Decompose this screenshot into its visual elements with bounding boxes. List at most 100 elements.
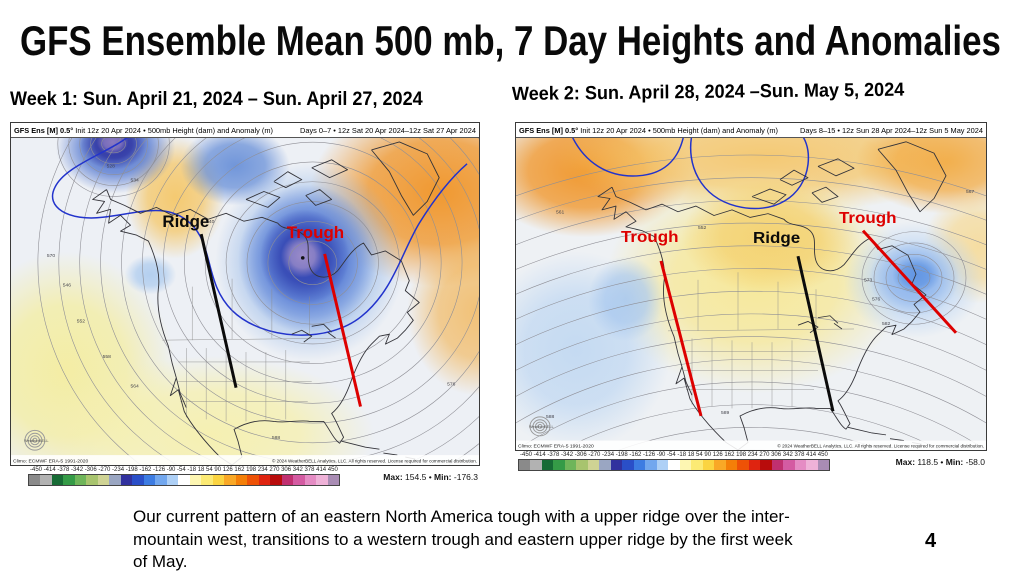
colorbar-cell <box>258 475 271 485</box>
attribution-strip <box>11 455 479 465</box>
colorbar-tick: -18 <box>677 452 687 458</box>
colorbar-tick: 234 <box>747 452 758 458</box>
height-contour <box>516 245 986 295</box>
maxmin-week1: Max: 154.5 • Min: -176.3 <box>383 472 478 482</box>
colorbar-tick: 126 <box>222 467 233 473</box>
height-contour <box>79 138 479 465</box>
colorbar-tick: -414 <box>43 467 56 473</box>
colorbar-tick: -126 <box>153 467 166 473</box>
ridge-label: Ridge <box>162 212 209 231</box>
colorbar-cell <box>576 460 588 470</box>
colorbar-cell <box>29 475 41 485</box>
anomaly-blob <box>124 254 177 295</box>
colorbar-tick: -162 <box>139 467 152 473</box>
colorbar-cell <box>212 475 225 485</box>
min-center-dot <box>300 256 305 260</box>
colorbar-cell <box>760 460 772 470</box>
height-contour <box>516 336 986 397</box>
colorbar-cell <box>553 460 565 470</box>
anomaly-blob <box>681 180 861 294</box>
anomaly-blob <box>45 356 375 465</box>
page-number: 4 <box>925 530 937 552</box>
colorbar-cell <box>702 460 715 470</box>
contour-label: 528 <box>107 164 116 170</box>
ridge-line <box>796 255 835 412</box>
colorbar-tick: 162 <box>724 452 735 458</box>
map-panel-week2: GFS Ens [M] 0.5° Init 12z 20 Apr 2024 • … <box>515 122 987 451</box>
contour-label: 589 <box>721 410 730 416</box>
map-header-right: Days 8–15 • 12z Sun 28 Apr 2024–12z Sun … <box>800 125 983 135</box>
colorbar-cell <box>270 475 282 485</box>
colorbar-tick: 378 <box>794 452 805 458</box>
colorbar-tick: -162 <box>629 452 642 458</box>
colorbar-cell <box>235 475 248 485</box>
slide-title: GFS Ensemble Mean 500 mb, 7 Day Heights … <box>20 17 1001 64</box>
colorbar-tick: -342 <box>561 452 574 458</box>
colorbar-cell <box>817 460 830 470</box>
contour-label: 588 <box>272 435 281 441</box>
colorbar-tick: -342 <box>71 467 84 473</box>
trough-line <box>861 229 958 334</box>
colorbar-cell <box>143 475 156 485</box>
colorbar-cell <box>86 475 98 485</box>
contour-label: 570 <box>47 253 56 259</box>
colorbar-tick: -378 <box>547 452 560 458</box>
colorbar-cell <box>155 475 167 485</box>
caption-line: Our current pattern of an eastern North … <box>133 507 790 526</box>
colorbar-tick: -90 <box>656 452 666 458</box>
colorbar-cell <box>645 460 657 470</box>
contour-label: 552 <box>698 225 707 231</box>
height-contour <box>204 161 421 365</box>
height-contour <box>68 138 159 186</box>
colorbar-cell <box>564 460 577 470</box>
contour-label: 558 <box>103 354 112 360</box>
height-contour <box>873 242 955 314</box>
anomaly-blob <box>407 227 479 396</box>
attribution-strip <box>516 440 986 450</box>
week1-label: Week 1: Sun. April 21, 2024 – Sun. April… <box>10 89 423 110</box>
height-contour <box>516 154 986 197</box>
height-contour <box>897 265 931 291</box>
height-contour <box>37 138 142 465</box>
contour-label: 540 <box>206 219 215 225</box>
height-contour <box>101 138 126 154</box>
colorbar-cell <box>530 460 542 470</box>
height-contour <box>516 313 986 371</box>
weather-map-week2: 552 561 573 576 582 589 588 567 Climo: ECMWF ERA… <box>516 138 986 450</box>
colorbar-tick: -198 <box>615 452 628 458</box>
height-contour <box>90 138 137 165</box>
colorbar-tick: -234 <box>602 452 615 458</box>
map-header-left: GFS Ens [M] 0.5° Init 12z 20 Apr 2024 • … <box>14 125 273 135</box>
colorbar-tick: -450 <box>520 452 533 458</box>
colorbar-cell <box>725 460 738 470</box>
colorbar-tick: -234 <box>112 467 125 473</box>
colorbar-cell <box>748 460 761 470</box>
state-borders <box>162 278 348 422</box>
colorbar-cell <box>74 475 87 485</box>
colorbar-cell <box>189 475 202 485</box>
colorbar-tick: 18 <box>687 452 695 458</box>
colorbar-tick: 342 <box>292 467 303 473</box>
height-contour <box>288 240 337 285</box>
colorbar-tick: 342 <box>782 452 793 458</box>
weather-map-week1: 528 534 540 546 552 558 564 570 588 576 Climo: ECM… <box>11 138 479 465</box>
height-contour <box>561 404 941 450</box>
height-contour <box>58 138 479 465</box>
ridge-label: Ridge <box>753 228 800 246</box>
weatherbell-logo: WeatherBELL <box>529 416 555 437</box>
colorbar-ticks: -450 -414 -378 -342 -306 -270 -234 -198 -162 -126… <box>28 467 340 473</box>
colorbar-cell <box>281 475 294 485</box>
contour-label: 567 <box>966 189 975 195</box>
height-contour <box>516 177 986 221</box>
height-contour <box>516 381 986 450</box>
colorbar-tick: -126 <box>643 452 656 458</box>
colorbar-cell <box>120 475 133 485</box>
slide-caption: Our current pattern of an eastern North … <box>133 506 843 574</box>
weatherbell-logo-text: WeatherBELL <box>24 438 49 443</box>
colorbar-tick: 414 <box>806 452 817 458</box>
contour-label: 546 <box>63 283 72 289</box>
colorbar-cell <box>166 475 179 485</box>
trough-label: Trough <box>839 209 897 227</box>
blue-contour <box>689 138 810 210</box>
colorbar-tick: 54 <box>206 467 213 473</box>
